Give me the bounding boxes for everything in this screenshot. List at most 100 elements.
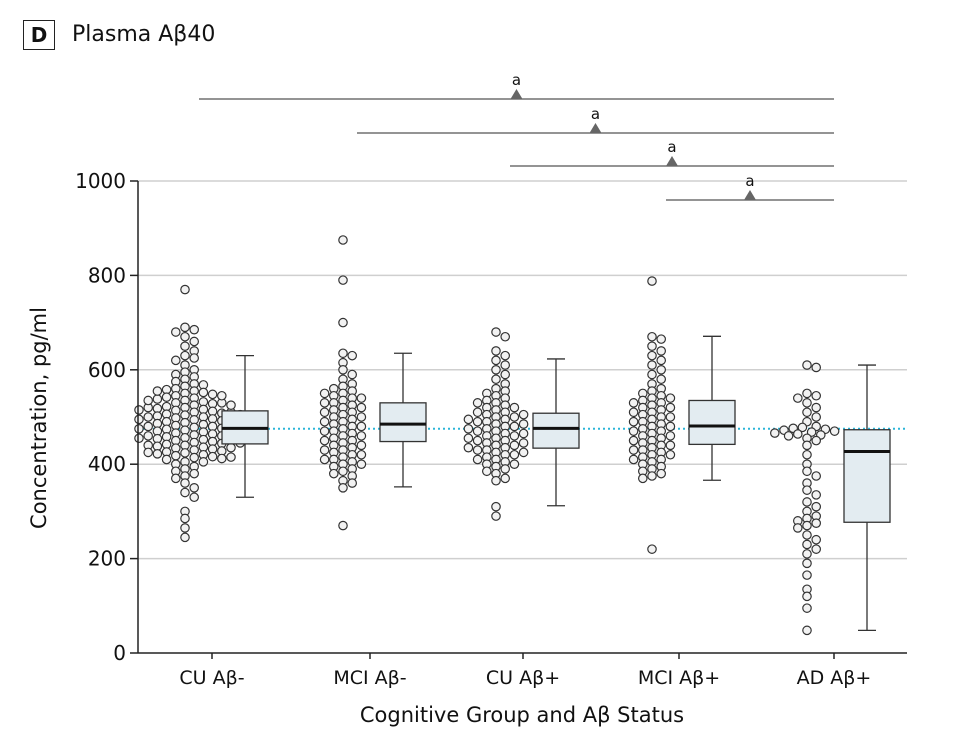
data-point <box>319 398 330 408</box>
data-point <box>802 449 812 460</box>
data-point <box>802 440 812 451</box>
data-point <box>226 452 236 462</box>
comparison-label: a <box>591 105 600 123</box>
data-point <box>207 451 218 462</box>
data-point <box>338 482 348 493</box>
y-tick-label: 400 <box>88 452 126 476</box>
gridlines <box>138 180 907 560</box>
data-point <box>319 445 330 455</box>
data-point <box>500 473 510 484</box>
data-point <box>802 388 812 399</box>
data-point <box>518 438 529 448</box>
data-point <box>647 276 657 286</box>
x-tick-label: MCI Aβ- <box>333 667 406 689</box>
data-point <box>319 426 330 436</box>
x-axis-label: Cognitive Group and Aβ Status <box>360 703 684 727</box>
data-point <box>500 331 510 342</box>
data-point <box>152 449 163 459</box>
panel-title: Plasma Aβ40 <box>72 22 216 47</box>
data-point <box>338 275 348 285</box>
data-point <box>171 450 181 461</box>
data-point <box>802 530 812 540</box>
data-point <box>356 421 367 432</box>
data-point <box>356 449 367 460</box>
data-point <box>628 435 639 446</box>
data-point <box>226 442 236 453</box>
data-point <box>180 532 190 543</box>
data-point <box>811 518 821 528</box>
data-point <box>647 369 657 380</box>
comparison-marker <box>589 123 602 133</box>
data-point <box>802 570 812 580</box>
data-point <box>338 364 348 375</box>
data-point <box>628 407 639 418</box>
y-axis-label: Concentration, pg/ml <box>27 307 51 529</box>
data-point <box>656 364 666 375</box>
boxes <box>221 335 891 631</box>
data-point <box>665 431 676 441</box>
data-point <box>463 442 474 453</box>
comparison-marker <box>666 156 678 166</box>
data-point <box>665 421 676 432</box>
data-point <box>802 407 812 418</box>
data-point <box>143 412 153 422</box>
data-point <box>811 435 821 446</box>
data-point <box>134 405 144 415</box>
data-point <box>481 466 492 477</box>
x-tick-label: CU Aβ- <box>179 667 244 689</box>
data-point <box>319 416 330 427</box>
data-point <box>811 471 821 481</box>
data-point <box>189 468 199 479</box>
data-point <box>463 423 474 434</box>
data-point <box>189 452 199 463</box>
data-point <box>491 511 501 521</box>
data-point <box>161 392 172 402</box>
data-point <box>518 419 529 429</box>
data-point <box>171 355 181 366</box>
data-point <box>189 336 199 347</box>
data-point <box>656 334 666 344</box>
data-point <box>500 369 510 380</box>
data-point <box>143 447 153 458</box>
data-point <box>217 390 227 401</box>
data-point <box>500 360 510 370</box>
data-point <box>628 426 639 436</box>
data-point <box>802 539 812 550</box>
data-point <box>356 402 367 413</box>
data-point <box>472 416 483 427</box>
data-point <box>134 414 144 425</box>
data-point <box>802 466 812 477</box>
comparison-label: a <box>745 172 754 190</box>
data-point <box>811 390 821 401</box>
y-tick-label: 200 <box>88 547 126 571</box>
data-point <box>628 445 639 455</box>
data-point <box>637 473 648 484</box>
data-point <box>797 422 808 433</box>
data-point <box>628 416 639 427</box>
data-points <box>134 235 840 636</box>
data-point <box>656 346 666 356</box>
data-point <box>338 235 348 245</box>
data-point <box>143 431 153 441</box>
box <box>843 429 891 523</box>
data-point <box>356 459 367 469</box>
data-point <box>180 322 190 333</box>
data-point <box>347 478 357 488</box>
data-point <box>783 431 794 441</box>
panel-label: D <box>23 20 55 50</box>
data-point <box>802 497 812 507</box>
box <box>379 402 427 443</box>
comparison-label: a <box>512 71 521 89</box>
data-point <box>319 454 330 465</box>
data-point <box>491 374 501 385</box>
data-point <box>180 350 190 361</box>
data-point <box>811 362 821 373</box>
data-point <box>472 407 483 418</box>
data-point <box>491 364 501 375</box>
data-point <box>665 449 676 460</box>
data-point <box>319 435 330 446</box>
data-point <box>189 492 199 503</box>
data-point <box>463 433 474 444</box>
data-point <box>180 487 190 498</box>
